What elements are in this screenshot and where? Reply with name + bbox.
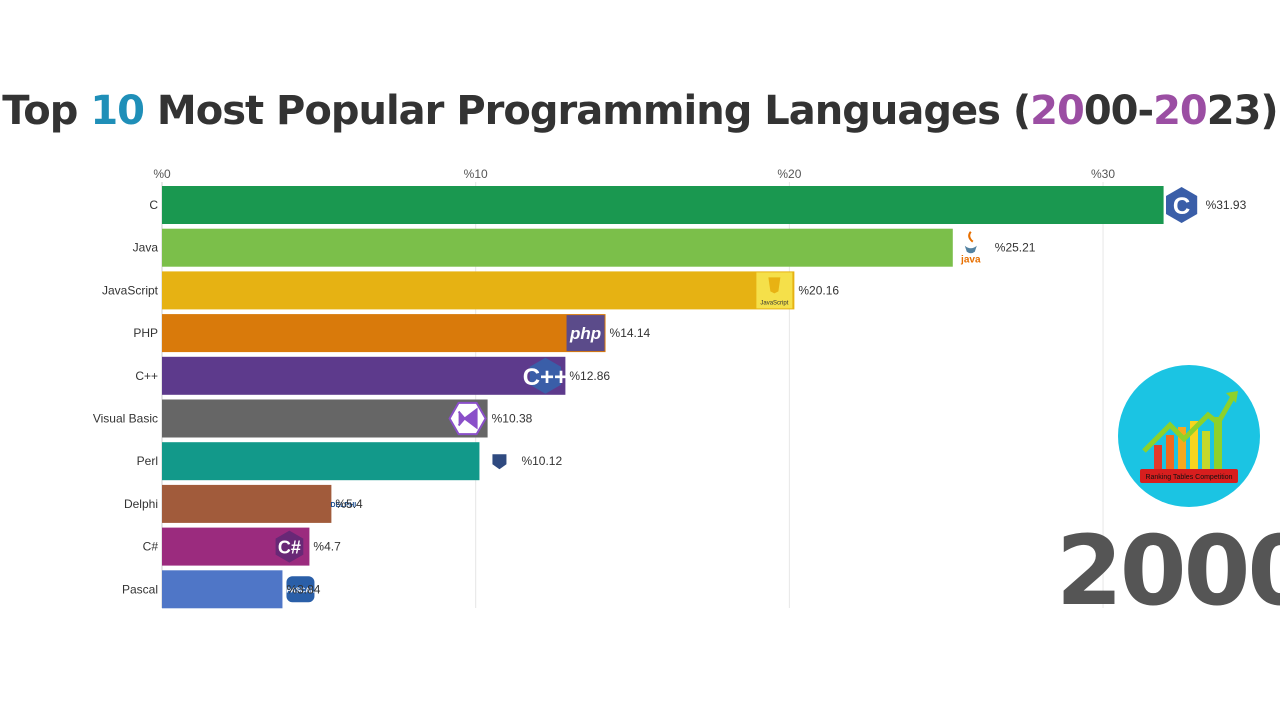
category-label: C++ bbox=[135, 369, 158, 383]
ranking-chart-logo-icon: Ranking Tables Competition bbox=[1118, 365, 1260, 507]
year-label: 2000 bbox=[1056, 515, 1280, 627]
c-logo-icon-shape bbox=[1166, 187, 1198, 223]
bar bbox=[162, 186, 1164, 224]
title-segment: 10 bbox=[90, 88, 145, 134]
category-label: C bbox=[149, 198, 158, 212]
java-logo-icon-text: java bbox=[960, 255, 981, 266]
title-segment: Top bbox=[2, 88, 91, 134]
logo-bar bbox=[1190, 421, 1198, 469]
value-label: %31.93 bbox=[1206, 198, 1247, 212]
value-label: %3.84 bbox=[286, 582, 320, 596]
logo-ribbon bbox=[1140, 469, 1238, 483]
category-label: Delphi bbox=[124, 497, 158, 511]
value-label: %10.12 bbox=[521, 454, 562, 468]
pascal-logo-icon-bg bbox=[286, 576, 315, 603]
bar bbox=[162, 271, 795, 310]
logo-bar bbox=[1166, 435, 1174, 469]
c-logo-icon-text: C bbox=[1173, 193, 1190, 220]
php-logo-icon-bg bbox=[566, 315, 605, 352]
csharp-logo-icon-text: C# bbox=[278, 538, 301, 558]
value-label: %4.7 bbox=[313, 540, 341, 554]
logo-bar bbox=[1154, 445, 1162, 469]
logo-bar bbox=[1214, 417, 1222, 469]
perl-logo-icon-shield bbox=[492, 454, 507, 470]
value-label: %20.16 bbox=[798, 283, 839, 297]
bar bbox=[162, 570, 283, 609]
value-label: %12.86 bbox=[569, 369, 610, 383]
bar bbox=[162, 314, 606, 353]
bar bbox=[162, 442, 480, 481]
title-segment: 00- bbox=[1083, 88, 1154, 134]
category-label: Visual Basic bbox=[93, 412, 158, 426]
bar bbox=[162, 484, 332, 523]
chart-title: Top 10 Most Popular Programming Language… bbox=[0, 88, 1280, 134]
x-tick-label: %30 bbox=[1091, 167, 1115, 181]
cpp-logo-icon-shape bbox=[529, 357, 561, 394]
category-label: JavaScript bbox=[102, 283, 159, 297]
logo-arrow bbox=[1142, 393, 1237, 453]
javascript-logo-icon-text: JavaScript bbox=[760, 300, 788, 306]
category-label: Java bbox=[133, 241, 159, 255]
logo-arrowhead bbox=[1226, 391, 1238, 403]
bar bbox=[162, 399, 488, 438]
java-logo-icon-steam bbox=[968, 231, 974, 243]
logo-text: Ranking Tables Competition bbox=[1145, 474, 1232, 481]
value-label: %10.38 bbox=[492, 412, 533, 426]
cpp-logo-icon-text: C++ bbox=[523, 364, 568, 391]
delphi-logo-icon-text: DELPHI bbox=[331, 502, 357, 509]
category-label: Pascal bbox=[122, 582, 158, 596]
pascal-logo-icon-text: PASCAL bbox=[286, 587, 315, 594]
title-segment: 23) bbox=[1206, 88, 1279, 134]
bar bbox=[162, 228, 953, 267]
x-tick-label: %20 bbox=[777, 167, 801, 181]
title-segment: Most Popular Programming Languages ( bbox=[143, 88, 1031, 134]
bar bbox=[162, 356, 566, 395]
visual-basic-logo-icon-mark bbox=[457, 407, 478, 430]
category-label: PHP bbox=[133, 326, 158, 340]
category-label: Perl bbox=[137, 454, 158, 468]
java-logo-icon-cup bbox=[964, 245, 977, 254]
php-logo-icon-text: php bbox=[569, 324, 601, 343]
x-tick-label: %0 bbox=[153, 167, 171, 181]
logo-bar bbox=[1202, 431, 1210, 469]
category-label: C# bbox=[143, 540, 159, 554]
title-segment: 20 bbox=[1030, 88, 1085, 134]
value-label: %5.4 bbox=[335, 497, 363, 511]
javascript-logo-icon-shield bbox=[768, 277, 781, 294]
value-label: %14.14 bbox=[610, 326, 651, 340]
csharp-logo-icon-shape bbox=[275, 530, 304, 563]
title-segment: 20 bbox=[1153, 88, 1208, 134]
logo-bar bbox=[1178, 427, 1186, 469]
value-label: %25.21 bbox=[995, 241, 1036, 255]
x-tick-label: %10 bbox=[464, 167, 488, 181]
